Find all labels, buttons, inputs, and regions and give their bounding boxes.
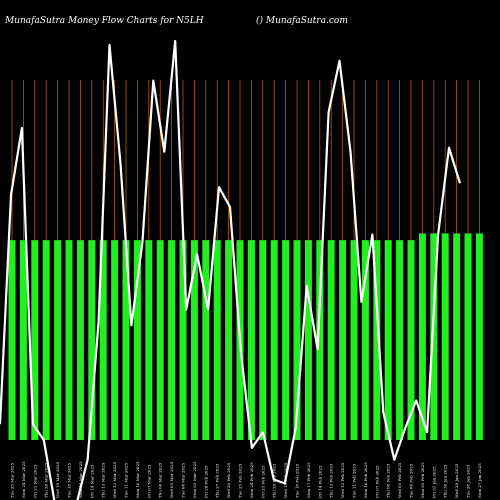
bar-series [8,233,483,440]
x-tick-label: Tue 11 Feb 2025 [352,463,357,498]
chart-title: MunafaSutra Money Flow Charts for N5LH [4,16,204,26]
bar [122,240,130,440]
bar [133,240,141,440]
x-tick-label: Tue 04 Feb 2025 [409,463,414,498]
x-tick-label: Tue 25 Mar 2025 [10,462,15,498]
bar [396,240,404,440]
bar [156,240,164,440]
bar [213,240,221,440]
bar [111,240,119,440]
x-tick-label: Fri 07 Feb 2025 [374,465,379,498]
bar [316,240,324,440]
x-tick-label: Mon 10 Mar 2025 [135,461,140,498]
x-tick-label: Mon 17 Feb 2025 [306,462,311,498]
x-tick-label: Wed 19 Feb 2025 [283,462,288,498]
bar [384,240,392,440]
x-tick-label: Mon 24 Mar 2025 [21,461,26,498]
x-tick-label: Wed 26 Feb 2025 [226,462,231,498]
bar [76,240,84,440]
bar [350,240,358,440]
x-tick-label: Mon 10 Feb 2025 [363,462,368,498]
bar [441,233,449,440]
x-tick-label: Wed 12 Feb 2025 [340,462,345,498]
bar [270,240,278,440]
x-tick-label: Thu 20 Mar 2025 [44,462,49,498]
bar [418,233,426,440]
bar [373,240,381,440]
x-tick-label: Fri 14 Feb 2025 [317,465,322,498]
bar [19,240,27,440]
x-tick-label: Thu 06 Feb 2025 [386,463,391,498]
x-tick-label: Thu 20 Feb 2025 [272,463,277,498]
x-tick-label: Thu 06 Mar 2025 [158,462,163,498]
bar [327,240,335,440]
bar [190,240,198,440]
bar [145,240,153,440]
bar [464,233,472,440]
x-tick-label: Tue 18 Mar 2025 [67,462,72,498]
x-tick-label: Mon 17 Mar 2025 [78,461,83,498]
x-tick-label: Fri 07 Mar 2025 [146,464,151,498]
bar [179,240,187,440]
x-tick-label: Tue 28 Jan 2025 [466,464,471,498]
x-tick-label: Fri 21 Mar 2025 [32,464,37,498]
x-tick-label: Thu 13 Feb 2025 [329,463,334,498]
bar [42,240,50,440]
x-tick-label: Thu 13 Mar 2025 [101,462,106,498]
x-tick-label: Tue 18 Feb 2025 [295,463,300,498]
bar [361,240,369,440]
money-flow-line [0,39,462,500]
x-tick-label: Fri 14 Mar 2025 [89,464,94,498]
bar [430,233,438,440]
x-tick-label: Fri 31 Jan 2025 [431,466,436,498]
x-tick-label: Wed 29 Jan 2025 [454,463,459,498]
x-axis-tick-labels: Tue 25 Mar 2025 Mon 24 Mar 2025 Fri 21 Mar… [10,461,482,498]
x-tick-label: Mon 27 Jan 2025 [477,463,482,498]
bar [259,240,267,440]
bar [99,240,107,440]
bar [282,240,290,440]
bar [247,240,255,440]
x-tick-label: Thu 27 Feb 2025 [215,463,220,498]
x-tick-label: Mon 03 Mar 2025 [192,461,197,498]
bar [407,240,415,440]
x-tick-label: Mon 03 Feb 2025 [420,462,425,498]
bar [475,233,483,440]
x-tick-label: Fri 21 Feb 2025 [260,465,265,498]
bar [339,240,347,440]
bar [8,240,16,440]
bar [304,240,312,440]
site-credit: () MunafaSutra.com [256,15,348,26]
x-tick-label: Wed 05 Mar 2025 [169,461,174,498]
x-tick-label: Thu 30 Jan 2025 [443,464,448,498]
x-tick-label: Fri 28 Feb 2025 [203,465,208,498]
bar [31,240,39,440]
bar [225,240,233,440]
x-tick-label: Tue 11 Mar 2025 [124,462,129,498]
bar [168,240,176,440]
x-tick-label: Mon 24 Feb 2025 [249,462,254,498]
bar [202,240,210,440]
bar [293,240,301,440]
bar [88,240,96,440]
x-tick-label: Wed 05 Feb 2025 [397,462,402,498]
bar [54,240,62,440]
x-tick-label: Wed 12 Mar 2025 [112,461,117,498]
x-tick-label: Tue 04 Mar 2025 [181,462,186,498]
x-tick-label: Tue 25 Feb 2025 [238,463,243,498]
x-tick-label: Wed 19 Mar 2025 [55,461,60,498]
bar [453,233,461,440]
bar [65,240,73,440]
